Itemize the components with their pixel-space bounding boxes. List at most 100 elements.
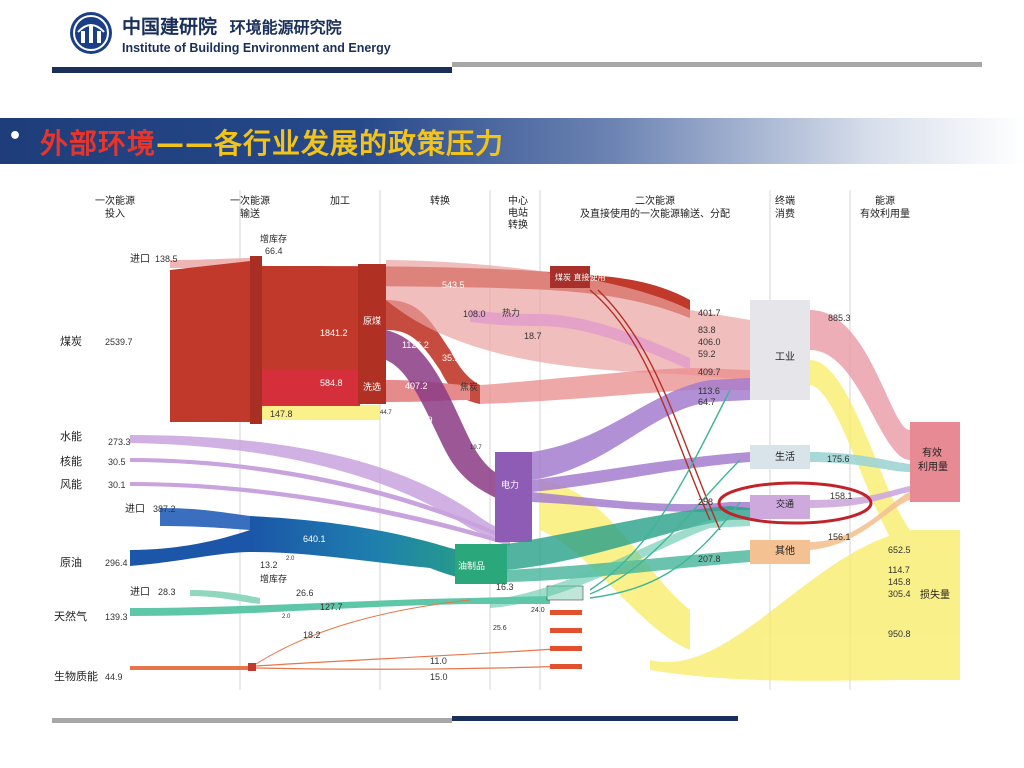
industry-value-4: 409.7: [698, 367, 721, 377]
stage-header-1: 一次能源: [95, 194, 135, 207]
value-gas-b: 2.0: [282, 614, 291, 620]
gas-to-sectors: [490, 518, 750, 608]
industry-value-2: 406.0: [698, 337, 721, 347]
oil-refining-flow: [250, 516, 500, 582]
slide-title-part1: 外部环境: [40, 127, 157, 160]
biomass-node: [248, 663, 256, 671]
other-node: [750, 540, 810, 564]
industry-value-0: 401.7: [698, 308, 721, 318]
transport-node: [750, 495, 810, 519]
source-hydro: 水能: [60, 429, 82, 443]
industry-value-1: 83.8: [698, 325, 716, 335]
loss-values: 652.5 114.7 145.8 305.4 950.8: [888, 545, 911, 639]
import-coal-value: 138.5: [155, 254, 178, 264]
loss-value-4: 950.8: [888, 629, 911, 639]
value-coal-direct: 543.5: [442, 280, 465, 290]
heat-flow: [470, 310, 690, 370]
value-coking-b: 407.2: [405, 381, 428, 391]
storage-coal-value: 66.4: [265, 246, 283, 256]
coking-flow: [386, 300, 480, 404]
power-node: [495, 452, 532, 542]
stage-header-5c: 转换: [508, 218, 528, 231]
org-name-en: Institute of Building Environment and En…: [122, 41, 391, 55]
energy-flow-diagram: 一次能源 投入 一次能源 输送 加工 转换 中心 电站 转换 二次能源 及直接使…: [54, 190, 960, 690]
source-value-biomass: 44.9: [105, 672, 123, 682]
source-value-natural-gas: 139.3: [105, 612, 128, 622]
oil-products-node: [455, 544, 507, 584]
hydro-flow: [130, 435, 510, 538]
industry-node: [750, 300, 810, 400]
outcome-useful-b: 利用量: [918, 461, 948, 473]
outcome-useful: 有效: [922, 446, 942, 459]
raw-coal-flow: [262, 286, 360, 370]
industry-values: 401.7 83.8 406.0 59.2 409.7 113.6 64.7 1…: [698, 308, 853, 564]
processing-labels: 原煤 洗选 焦炭 热力 电力 油制品 煤炭 直接使用: [363, 272, 606, 572]
source-value-coal: 2539.7: [105, 337, 133, 347]
value-small: 44.7: [380, 410, 392, 416]
label-coke: 焦炭: [460, 381, 478, 393]
import-oil-value: 387.2: [153, 504, 176, 514]
coal-to-power-flow: [386, 330, 500, 500]
value-washed: 584.8: [320, 378, 343, 388]
value-gas-a: 127.7: [320, 602, 343, 612]
value-gas-e: 24.0: [531, 607, 545, 614]
source-value-crude-oil: 296.4: [105, 558, 128, 568]
biomass-node-c: [550, 628, 582, 633]
source-labels: 煤炭 水能 核能 风能 原油 天然气 生物质能: [54, 335, 98, 683]
sector-labels: 工业 生活 交通 其他: [775, 351, 795, 557]
import-coal-label: 进口: [130, 253, 150, 265]
source-biomass: 生物质能: [54, 669, 98, 683]
stage-header-6b: 及直接使用的一次能源输送、分配: [580, 207, 730, 220]
value-bio-a: 11.0: [430, 656, 447, 666]
label-oil-products: 油制品: [458, 560, 485, 572]
industry-useful-flow: [810, 310, 910, 460]
source-value-hydro: 273.3: [108, 437, 131, 447]
biomass-node-b: [550, 610, 582, 615]
stage-header-3: 加工: [330, 195, 350, 207]
industry-value-5: 113.6: [698, 386, 720, 396]
value-coking-in: 1126.2: [402, 340, 429, 350]
oil-import-flow: [160, 508, 250, 530]
industry-value-6: 64.7: [698, 397, 716, 407]
slide-title-part2: ——各行业发展的政策压力: [156, 127, 505, 160]
import-gas-label: 进口: [130, 586, 150, 598]
stage-header-7b: 消费: [775, 207, 795, 220]
gas-import-flow: [190, 590, 260, 604]
outcome-labels: 有效 利用量 损失量: [918, 446, 950, 601]
import-gas-value: 28.3: [158, 587, 176, 597]
value-to-coal: 147.8: [270, 409, 293, 419]
stage-headers: 一次能源 投入 一次能源 输送 加工 转换 中心 电站 转换 二次能源 及直接使…: [95, 194, 910, 231]
stage-header-5b: 电站: [508, 206, 528, 219]
source-values: 2539.7 273.3 30.5 30.1 296.4 139.3 44.9: [105, 337, 133, 682]
label-coal-direct-use: 煤炭 直接使用: [555, 272, 606, 282]
org-cn-main: 中国建研院: [122, 16, 218, 38]
transport-highlight-ring: [717, 481, 873, 525]
stage-header-4: 转换: [430, 194, 450, 207]
stage-header-8: 能源: [875, 194, 895, 207]
biomass-flow: [130, 666, 250, 670]
transport-value-0: 258: [698, 497, 713, 507]
sector-other: 其他: [775, 544, 795, 557]
oil-flows: [130, 506, 750, 584]
storage-gas-label: 增库存: [260, 573, 287, 585]
biomass-node-e: [550, 664, 582, 669]
import-labels: 进口 138.5 进口 387.2 进口 28.3 增库存 66.4 增库存 2…: [125, 233, 314, 598]
header: 中国建研院 环境能源研究院 Institute of Building Envi…: [0, 0, 1024, 80]
loss-value-3: 305.4: [888, 589, 911, 599]
label-raw-coal: 原煤: [363, 315, 381, 327]
washed-coal-flow: [262, 370, 360, 406]
value-oil-b: 13.2: [260, 560, 278, 570]
residential-node: [750, 445, 810, 469]
source-natural-gas: 天然气: [54, 609, 87, 623]
value-oil: 640.1: [303, 534, 326, 544]
value-gas-f: 25.6: [493, 625, 507, 632]
sector-industry: 工业: [775, 351, 795, 363]
org-cn-sub: 环境能源研究院: [229, 18, 342, 37]
biomass-branch-b: [255, 665, 571, 670]
power-to-industry: [532, 378, 750, 480]
gas-flows: [130, 518, 750, 616]
stage-header-8b: 有效利用量: [860, 207, 910, 220]
source-wind: 风能: [60, 477, 82, 491]
flow-values: 543.5 1841.2 584.8 147.8 44.7 108.0 18.7…: [260, 280, 545, 682]
renewable-flows: [130, 378, 750, 546]
